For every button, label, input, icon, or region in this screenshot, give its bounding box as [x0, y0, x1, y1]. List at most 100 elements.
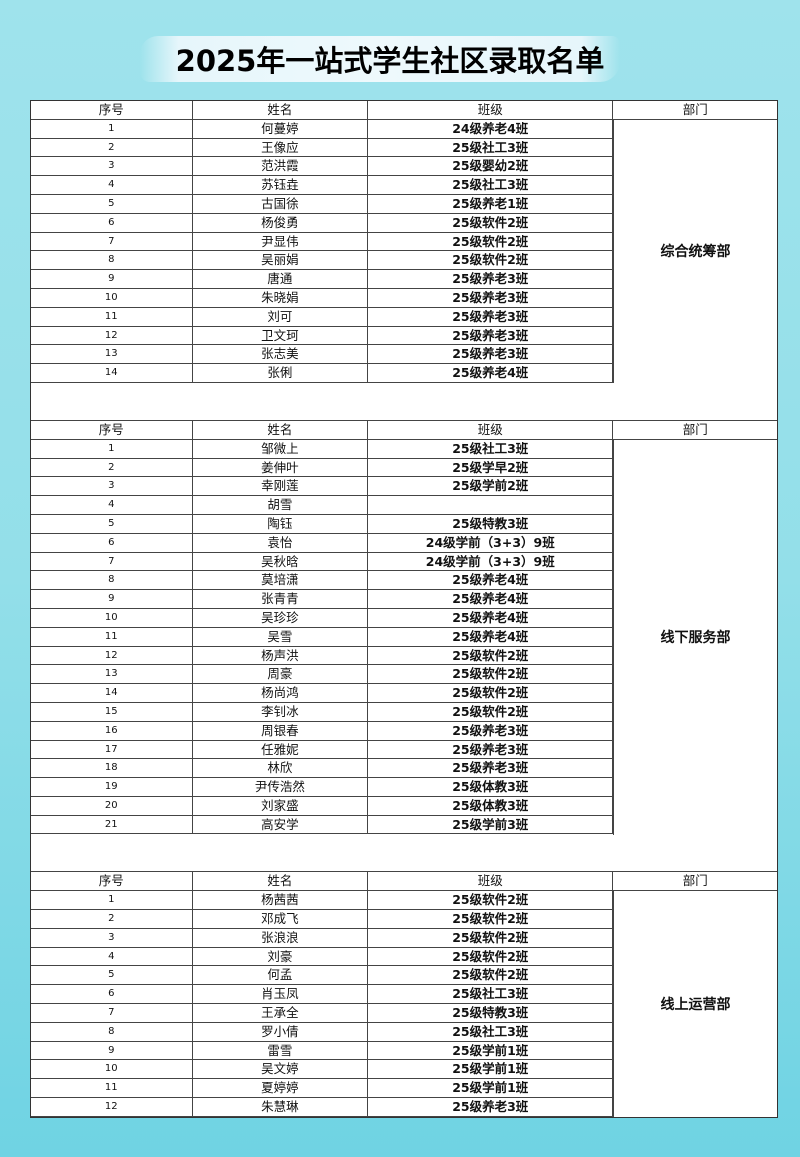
- table-row: 14 杨尚鸿 25级软件2班: [31, 684, 777, 703]
- row-number: 11: [31, 1079, 193, 1098]
- student-name: 苏钰垚: [193, 176, 369, 194]
- row-number: 9: [31, 1041, 193, 1060]
- class-name: 25级软件2班: [368, 891, 614, 910]
- class-name: 25级软件2班: [368, 665, 614, 684]
- table-row: 1 邹微上 25级社工3班: [31, 439, 777, 459]
- table-row: 18 林欣 25级养老3班: [31, 759, 777, 779]
- row-number: 16: [31, 721, 193, 740]
- class-name: 25级养老3班: [368, 740, 614, 759]
- class-name: 25级社工3班: [368, 985, 614, 1004]
- row-number: 3: [31, 928, 193, 947]
- table-row: 13 张志美 25级养老3班: [31, 345, 777, 365]
- student-name: 姜伸叶: [193, 458, 369, 477]
- header-name: 姓名: [193, 101, 369, 119]
- row-number: 9: [31, 270, 193, 288]
- row-number: 4: [31, 176, 193, 194]
- student-name: 林欣: [193, 759, 369, 778]
- row-number: 13: [31, 665, 193, 684]
- student-name: 王像应: [193, 138, 369, 157]
- row-number: 6: [31, 985, 193, 1004]
- header-no: 序号: [31, 101, 193, 119]
- student-name: 刘豪: [193, 947, 369, 966]
- header-dept: 部门: [682, 421, 708, 437]
- student-name: 刘可: [193, 307, 369, 326]
- student-name: 尹显伟: [193, 232, 369, 251]
- class-name: 25级养老3班: [368, 759, 614, 778]
- table-row: 11 夏婷婷 25级学前1班: [31, 1079, 777, 1099]
- row-number: 6: [31, 533, 193, 552]
- table-row: 5 古国徐 25级养老1班: [31, 194, 777, 214]
- row-number: 2: [31, 138, 193, 157]
- section-spacer: [31, 834, 777, 873]
- table-row: 20 刘家盛 25级体教3班: [31, 796, 777, 816]
- table-row: 12 卫文珂 25级养老3班: [31, 326, 777, 346]
- student-name: 吴雪: [193, 627, 369, 646]
- class-name: 25级社工3班: [368, 439, 614, 458]
- class-name: 25级养老3班: [368, 288, 614, 307]
- header-no: 序号: [31, 420, 193, 439]
- table-row: 8 吴丽娟 25级软件2班: [31, 251, 777, 271]
- class-name: 25级学前1班: [368, 1079, 614, 1098]
- row-number: 7: [31, 1004, 193, 1022]
- class-name: 25级软件2班: [368, 213, 614, 232]
- student-name: 周豪: [193, 665, 369, 684]
- student-name: 朱慧琳: [193, 1098, 369, 1116]
- table-row: 11 吴雪 25级养老4班: [31, 627, 777, 647]
- student-name: 吴丽娟: [193, 251, 369, 270]
- class-name: 25级学前2班: [368, 477, 614, 496]
- department-label: 线上运营部: [613, 891, 777, 1117]
- table-row: 6 肖玉凤 25级社工3班: [31, 985, 777, 1005]
- row-number: 14: [31, 684, 193, 702]
- student-name: 张志美: [193, 345, 369, 364]
- class-name: 25级养老4班: [368, 608, 614, 627]
- table-row: 10 吴文婷 25级学前1班: [31, 1060, 777, 1080]
- header-class: 班级: [368, 872, 614, 891]
- student-name: 卫文珂: [193, 326, 369, 345]
- table-row: 12 杨声洪 25级软件2班: [31, 646, 777, 666]
- row-number: 4: [31, 496, 193, 514]
- student-name: 邹微上: [193, 439, 369, 458]
- header-row: 序号 姓名 班级 部门: [31, 872, 777, 892]
- table-row: 4 苏钰垚 25级社工3班: [31, 176, 777, 195]
- class-name: 25级养老3班: [368, 307, 614, 326]
- row-number: 3: [31, 477, 193, 496]
- student-name: 李钊冰: [193, 702, 369, 721]
- class-name: 25级软件2班: [368, 928, 614, 947]
- table-row: 14 张俐 25级养老4班: [31, 364, 777, 383]
- student-name: 朱晓娟: [193, 288, 369, 307]
- class-name: 25级养老4班: [368, 590, 614, 608]
- table-row: 8 莫培潇 25级养老4班: [31, 571, 777, 591]
- student-name: 范洪霞: [193, 157, 369, 176]
- page-title: 2025年一站式学生社区录取名单: [175, 44, 605, 78]
- class-name: 25级特教3班: [368, 1004, 614, 1022]
- student-name: 尹传浩然: [193, 778, 369, 796]
- class-name: 25级养老3班: [368, 270, 614, 288]
- student-name: 张浪浪: [193, 928, 369, 947]
- table-row: 19 尹传浩然 25级体教3班: [31, 778, 777, 797]
- table-row: 5 陶钰 25级特教3班: [31, 514, 777, 534]
- table-row: 2 王像应 25级社工3班: [31, 138, 777, 158]
- class-name: 25级婴幼2班: [368, 157, 614, 176]
- row-number: 14: [31, 364, 193, 382]
- section-3: 序号 姓名 班级 部门 1 杨茜茜 25级软件2班 2 邓成飞 25级软件2班 3 张浪浪 25级软件2…: [31, 872, 777, 1117]
- class-name: 25级软件2班: [368, 232, 614, 251]
- row-number: 4: [31, 947, 193, 966]
- student-name: 罗小倩: [193, 1022, 369, 1041]
- class-name: 25级软件2班: [368, 684, 614, 702]
- class-name: 25级学前3班: [368, 815, 614, 834]
- table-row: 7 尹显伟 25级软件2班: [31, 232, 777, 252]
- row-number: 1: [31, 891, 193, 910]
- table-row: 7 吴秋晗 24级学前（3+3）9班: [31, 552, 777, 572]
- row-number: 9: [31, 590, 193, 608]
- row-number: 10: [31, 288, 193, 307]
- row-number: 10: [31, 1060, 193, 1079]
- row-number: 6: [31, 213, 193, 232]
- student-name: 吴秋晗: [193, 552, 369, 571]
- student-name: 王承全: [193, 1004, 369, 1022]
- student-name: 张青青: [193, 590, 369, 608]
- header-name: 姓名: [193, 420, 369, 439]
- table-row: 11 刘可 25级养老3班: [31, 307, 777, 327]
- class-name: 25级社工3班: [368, 176, 614, 194]
- student-name: 何孟: [193, 966, 369, 985]
- table-row: 16 周银春 25级养老3班: [31, 721, 777, 741]
